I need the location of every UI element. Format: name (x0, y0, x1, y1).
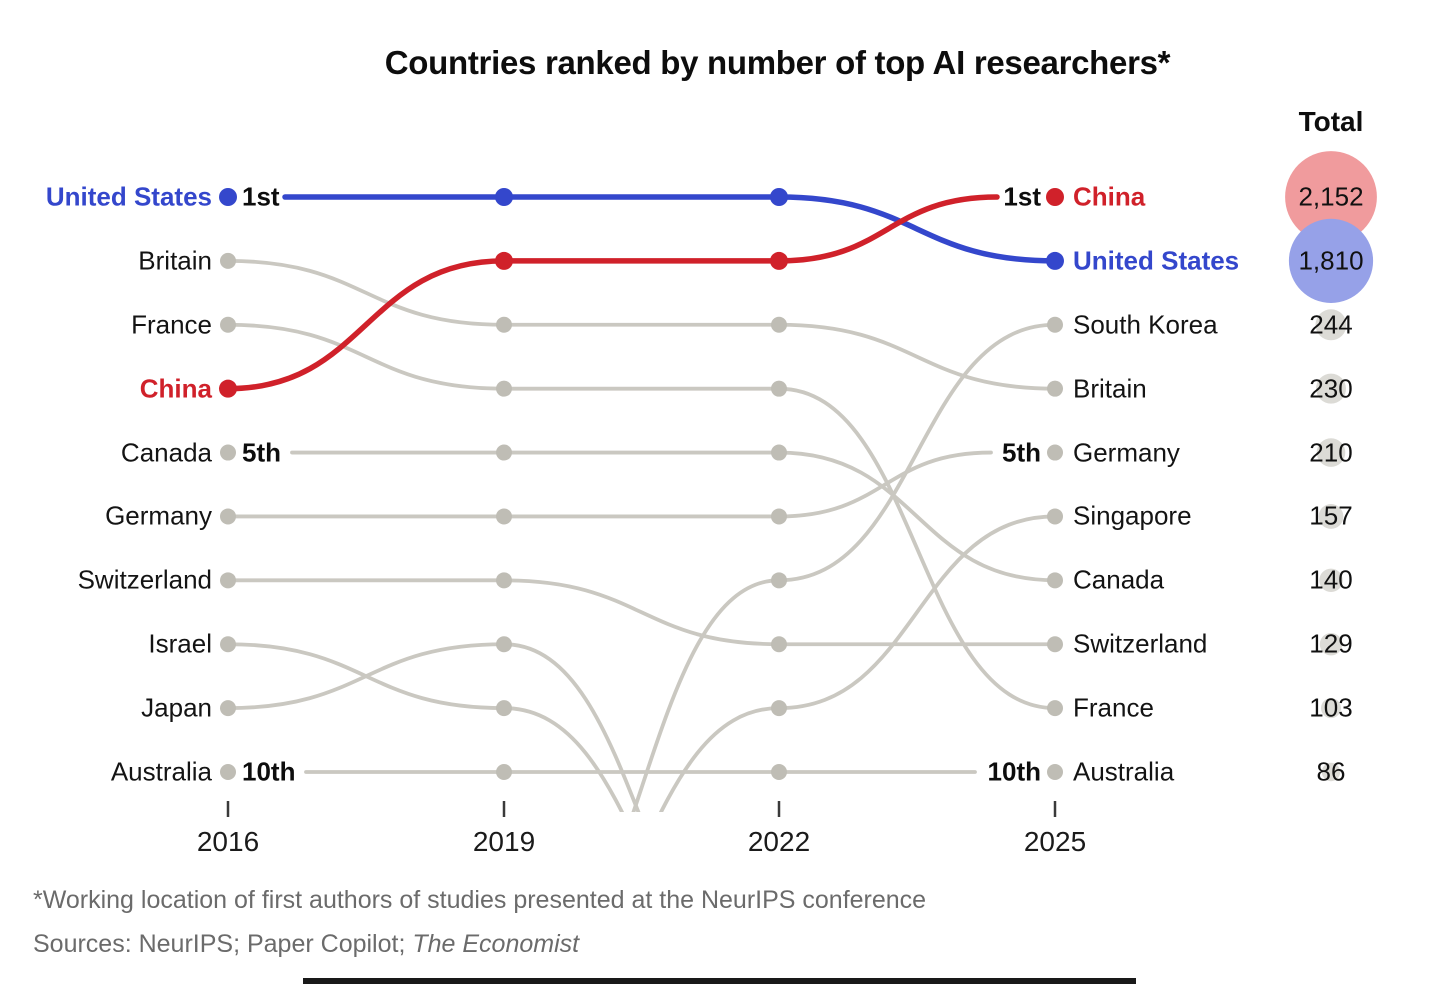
total-circle-germany (1316, 438, 1346, 467)
rank-dot-france (771, 380, 787, 397)
rank-dot-germany (1047, 444, 1063, 461)
highlight-rank-lines (225, 194, 1058, 392)
rank-dot-singapore (1047, 508, 1063, 525)
bottom-strip (303, 978, 1136, 984)
rank-dot-united-states (1046, 251, 1064, 270)
rank-dot-china (495, 251, 513, 270)
rank-dot-south-korea (771, 572, 787, 589)
rank-dot-switzerland (220, 572, 236, 589)
highlight-rank-dots (219, 188, 1064, 398)
rank-dot-france (1047, 700, 1063, 717)
rank-dot-china (770, 251, 788, 270)
rank-dot-israel (220, 636, 236, 653)
rank-dot-britain (220, 252, 236, 269)
rank-dot-australia (771, 764, 787, 780)
rank-dot-singapore (771, 700, 787, 717)
rank-line-south-korea (631, 322, 1057, 812)
rank-dot-united-states (219, 188, 237, 206)
rank-dot-switzerland (1047, 636, 1063, 653)
total-circle-france (1321, 698, 1341, 719)
rank-dot-australia (220, 764, 236, 780)
rank-dot-israel (496, 700, 512, 717)
rank-dot-australia (496, 764, 512, 780)
rank-dot-canada (771, 444, 787, 461)
rank-dot-britain (1047, 380, 1063, 397)
gray-rank-dots (220, 252, 1063, 780)
sources-text: Sources: NeurIPS; Paper Copilot; (33, 930, 413, 958)
axis-ticks (226, 801, 1057, 817)
rank-line-france (226, 322, 1057, 711)
total-circle-singapore (1318, 504, 1344, 529)
rank-line-united-states (282, 194, 1058, 264)
total-circle-south-korea (1315, 309, 1347, 341)
rank-dot-germany (771, 508, 787, 525)
rank-dot-china (219, 379, 237, 398)
total-circle-britain (1316, 373, 1346, 404)
rank-line-germany (226, 450, 993, 519)
total-circle-australia (1321, 762, 1341, 782)
total-circle-canada (1319, 568, 1343, 593)
footnote: *Working location of first authors of st… (33, 886, 927, 914)
rank-dot-australia (1047, 764, 1063, 780)
rank-dot-japan (496, 636, 512, 653)
rank-line-switzerland (226, 578, 1057, 647)
rank-line-canada (290, 450, 1057, 583)
rank-dot-canada (496, 444, 512, 461)
rank-dot-britain (496, 316, 512, 333)
chart-title: Countries ranked by number of top AI res… (384, 44, 1171, 81)
total-circle-united-states (1288, 218, 1374, 303)
rank-line-britain (226, 258, 1057, 391)
rank-dot-germany (220, 508, 236, 525)
rank-line-singapore (658, 514, 1057, 812)
rank-line-china (225, 194, 1000, 392)
rank-dot-france (220, 316, 236, 333)
rank-dot-canada (1047, 572, 1063, 589)
rank-line-japan (226, 642, 641, 812)
rank-dot-japan (220, 700, 236, 717)
rank-dot-switzerland (771, 636, 787, 653)
total-circle-switzerland (1319, 633, 1343, 656)
rank-dot-south-korea (1047, 316, 1063, 333)
total-circle-china (1285, 151, 1377, 243)
rank-dot-germany (496, 508, 512, 525)
totals-column-header: Total (1298, 106, 1364, 137)
gray-rank-lines (226, 258, 1057, 812)
total-circles (1285, 151, 1377, 782)
rank-dot-britain (771, 316, 787, 333)
rank-dot-canada (220, 444, 236, 461)
rank-dot-united-states (495, 188, 513, 206)
rank-dot-united-states (770, 188, 788, 206)
sources-line: Sources: NeurIPS; Paper Copilot; The Eco… (33, 930, 579, 959)
rank-dot-china (1046, 188, 1064, 206)
rank-dot-switzerland (496, 572, 512, 589)
sources-publication: The Economist (412, 930, 580, 958)
rank-dot-france (496, 380, 512, 397)
